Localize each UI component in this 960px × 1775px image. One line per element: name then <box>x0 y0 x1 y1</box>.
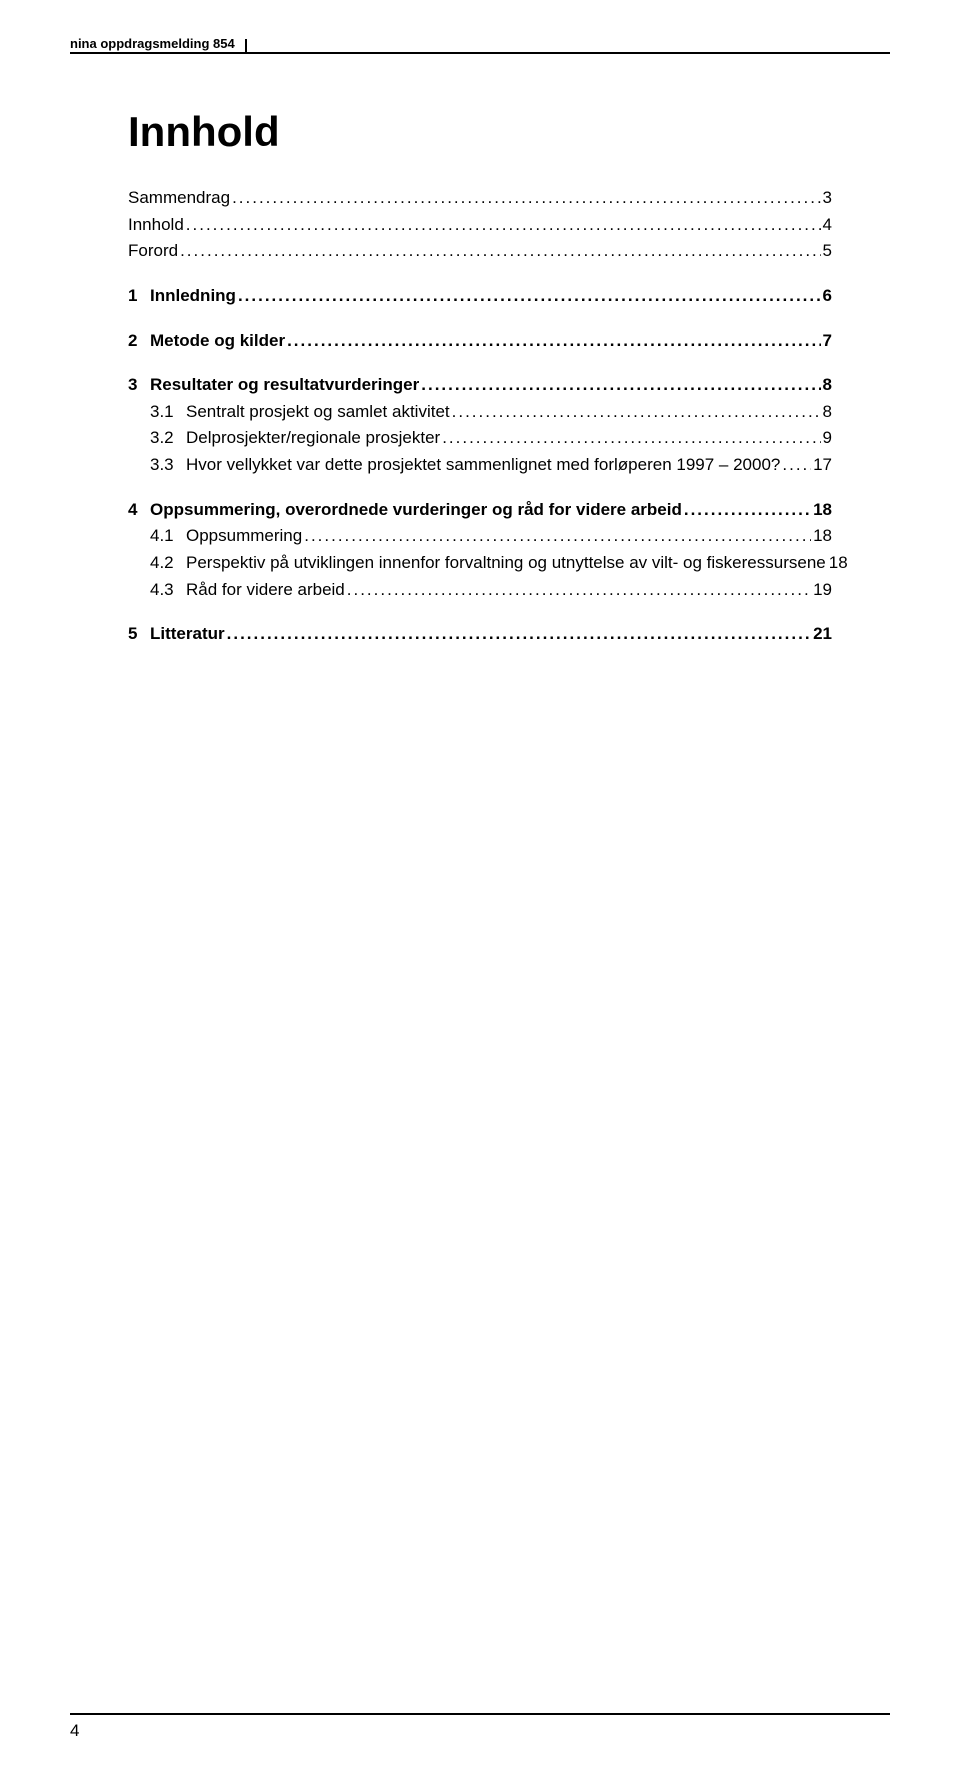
toc-page: 21 <box>813 622 832 647</box>
toc-page: 8 <box>823 373 832 398</box>
toc-label: Sentralt prosjekt og samlet aktivitet <box>186 400 450 425</box>
toc-entry: Innhold 4 <box>128 213 832 238</box>
toc-number: 3.2 <box>150 426 186 451</box>
toc-page: 19 <box>813 578 832 603</box>
toc-label: Delprosjekter/regionale prosjekter <box>186 426 440 451</box>
toc-leader-dots <box>304 524 811 549</box>
toc-page: 9 <box>823 426 832 451</box>
toc-section: 2 Metode og kilder 7 <box>128 329 832 354</box>
toc-number: 3.3 <box>150 453 186 478</box>
toc-leader-dots <box>452 400 821 425</box>
toc-number: 4.2 <box>150 551 186 576</box>
toc-section: 1 Innledning 6 <box>128 284 832 309</box>
toc-label: Perspektiv på utviklingen innenfor forva… <box>186 551 826 576</box>
toc-page: 8 <box>823 400 832 425</box>
toc-section: 3 Resultater og resultatvurderinger 8 <box>128 373 832 398</box>
toc-page: 3 <box>823 186 832 211</box>
toc-label: Metode og kilder <box>150 329 285 354</box>
toc-label: Råd for videre arbeid <box>186 578 345 603</box>
toc-leader-dots <box>232 186 820 211</box>
footer-rule <box>70 1713 890 1715</box>
toc-number: 4 <box>128 498 150 523</box>
page-number: 4 <box>70 1721 79 1741</box>
toc-label: Hvor vellykket var dette prosjektet samm… <box>186 453 780 478</box>
toc-leader-dots <box>227 622 811 647</box>
toc-page: 7 <box>823 329 832 354</box>
toc-number: 4.3 <box>150 578 186 603</box>
toc-number: 1 <box>128 284 150 309</box>
toc-label: Innhold <box>128 213 184 238</box>
table-of-contents: Sammendrag 3 Innhold 4 Forord 5 1 Innled… <box>128 186 832 647</box>
header-rule <box>70 52 890 54</box>
toc-page: 18 <box>813 524 832 549</box>
header-tick <box>245 39 247 52</box>
toc-label: Sammendrag <box>128 186 230 211</box>
toc-leader-dots <box>287 329 820 354</box>
header-label: nina oppdragsmelding 854 <box>70 36 235 51</box>
toc-subsection: 3.3 Hvor vellykket var dette prosjektet … <box>128 453 832 478</box>
toc-leader-dots <box>421 373 820 398</box>
toc-page: 5 <box>823 239 832 264</box>
toc-label: Forord <box>128 239 178 264</box>
toc-page: 4 <box>823 213 832 238</box>
toc-subsection: 4.1 Oppsummering 18 <box>128 524 832 549</box>
toc-number: 5 <box>128 622 150 647</box>
toc-section: 5 Litteratur 21 <box>128 622 832 647</box>
page: nina oppdragsmelding 854 Innhold Sammend… <box>0 0 960 1775</box>
toc-number: 3 <box>128 373 150 398</box>
toc-label: Oppsummering, overordnede vurderinger og… <box>150 498 682 523</box>
toc-page: 18 <box>813 498 832 523</box>
toc-subsection: 4.3 Råd for videre arbeid 19 <box>128 578 832 603</box>
toc-label: Innledning <box>150 284 236 309</box>
toc-leader-dots <box>684 498 811 523</box>
toc-entry: Sammendrag 3 <box>128 186 832 211</box>
toc-page: 18 <box>829 551 848 576</box>
toc-label: Litteratur <box>150 622 225 647</box>
toc-leader-dots <box>180 239 820 264</box>
toc-page: 17 <box>813 453 832 478</box>
toc-number: 4.1 <box>150 524 186 549</box>
toc-leader-dots <box>238 284 821 309</box>
toc-subsection: 3.2 Delprosjekter/regionale prosjekter 9 <box>128 426 832 451</box>
toc-page: 6 <box>823 284 832 309</box>
content: Innhold Sammendrag 3 Innhold 4 Forord 5 … <box>128 108 832 649</box>
toc-subsection: 4.2 Perspektiv på utviklingen innenfor f… <box>128 551 832 576</box>
toc-label: Resultater og resultatvurderinger <box>150 373 419 398</box>
toc-leader-dots <box>347 578 811 603</box>
page-title: Innhold <box>128 108 832 156</box>
toc-leader-dots <box>442 426 820 451</box>
toc-number: 3.1 <box>150 400 186 425</box>
toc-label: Oppsummering <box>186 524 302 549</box>
toc-number: 2 <box>128 329 150 354</box>
toc-section: 4 Oppsummering, overordnede vurderinger … <box>128 498 832 523</box>
toc-entry: Forord 5 <box>128 239 832 264</box>
toc-leader-dots <box>186 213 821 238</box>
toc-leader-dots <box>782 453 811 478</box>
toc-subsection: 3.1 Sentralt prosjekt og samlet aktivite… <box>128 400 832 425</box>
